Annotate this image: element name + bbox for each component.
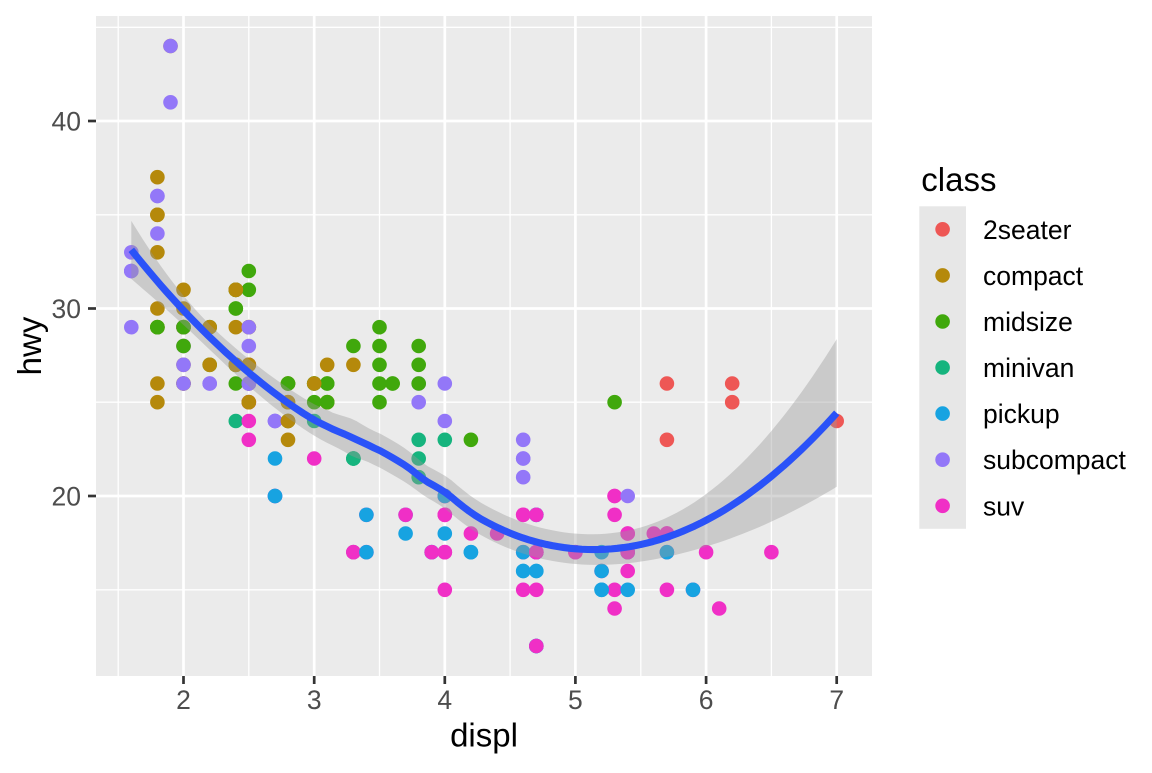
svg-text:5: 5 <box>568 685 583 715</box>
svg-text:3: 3 <box>307 685 322 715</box>
svg-text:20: 20 <box>52 482 81 512</box>
svg-text:4: 4 <box>437 685 452 715</box>
svg-text:7: 7 <box>829 685 844 715</box>
svg-text:40: 40 <box>52 107 81 137</box>
svg-text:2seater: 2seater <box>983 215 1072 245</box>
svg-text:class: class <box>921 161 996 198</box>
svg-text:midsize: midsize <box>983 307 1073 337</box>
svg-text:compact: compact <box>983 261 1084 291</box>
svg-text:minivan: minivan <box>983 353 1074 383</box>
svg-text:displ: displ <box>450 717 518 754</box>
svg-text:suv: suv <box>983 491 1025 521</box>
svg-text:subcompact: subcompact <box>983 445 1127 475</box>
svg-text:hwy: hwy <box>11 316 48 375</box>
svg-text:30: 30 <box>52 294 81 324</box>
svg-text:6: 6 <box>699 685 714 715</box>
svg-text:pickup: pickup <box>983 399 1060 429</box>
svg-text:2: 2 <box>176 685 191 715</box>
